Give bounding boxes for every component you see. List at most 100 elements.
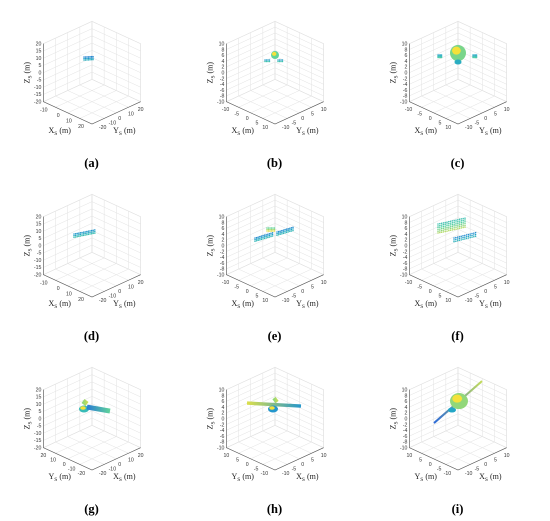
cloud-point bbox=[92, 232, 94, 235]
cloud-point bbox=[76, 232, 78, 235]
cloud-point bbox=[437, 223, 439, 225]
cloud-point bbox=[260, 238, 263, 241]
left-edge-tick-label: 5 bbox=[419, 457, 422, 463]
z-tick-label: -5 bbox=[37, 251, 42, 257]
cloud-point bbox=[458, 218, 461, 221]
x-axis-label: XS (m) bbox=[479, 472, 502, 483]
cloud-point bbox=[462, 217, 464, 220]
cloud-point bbox=[446, 224, 448, 227]
left-edge-tick-label: 0 bbox=[246, 289, 249, 295]
point-cloud bbox=[73, 229, 96, 239]
cloud-point bbox=[465, 235, 468, 238]
cloud-point bbox=[254, 240, 256, 243]
z-tick-label: 2 bbox=[222, 411, 225, 417]
cloud-point bbox=[277, 230, 280, 233]
x-axis-label: XS (m) bbox=[48, 299, 71, 310]
cloud-point bbox=[290, 228, 293, 231]
left-edge-tick-label: -10 bbox=[222, 280, 230, 286]
right-edge-tick-label: 0 bbox=[118, 289, 121, 295]
cloud-point bbox=[279, 231, 281, 234]
z-axis-label: ZS (m) bbox=[205, 408, 216, 430]
left-edge-tick-label: 10 bbox=[66, 292, 72, 298]
cloud-point bbox=[260, 236, 263, 239]
cloud-point bbox=[449, 225, 452, 228]
cloud-point bbox=[276, 231, 278, 233]
cloud-point bbox=[86, 233, 88, 236]
z-tick-label: 0 bbox=[39, 416, 42, 422]
cloud-point bbox=[90, 57, 93, 59]
z-tick-label: 4 bbox=[222, 59, 225, 65]
cloud-point bbox=[281, 60, 284, 63]
cloud-point bbox=[457, 224, 459, 226]
right-edge-tick-label: 10 bbox=[504, 280, 510, 286]
left-edge-tick-label: -10 bbox=[40, 107, 48, 113]
cloud-point bbox=[457, 220, 459, 223]
cloud-point bbox=[440, 222, 443, 225]
cloud-point bbox=[451, 223, 454, 226]
cloud-point bbox=[448, 228, 450, 230]
cloud-point bbox=[462, 238, 464, 241]
right-edge-tick-label: 10 bbox=[321, 453, 327, 459]
cloud-point bbox=[257, 239, 259, 242]
cloud-point bbox=[473, 56, 475, 59]
z-tick-label: 0 bbox=[222, 70, 225, 76]
right-edge-tick-label: -10 bbox=[465, 471, 473, 477]
right-edge-tick-label: -10 bbox=[465, 125, 473, 131]
cloud-point bbox=[84, 234, 86, 236]
right-edge-tick-label: -20 bbox=[99, 298, 107, 304]
cloud-point bbox=[285, 228, 288, 230]
cloud-point bbox=[280, 60, 282, 63]
z-tick-label: -10 bbox=[217, 445, 225, 451]
z-tick-label: 8 bbox=[222, 47, 225, 53]
cloud-point bbox=[82, 232, 85, 235]
left-edge-tick-label: 5 bbox=[439, 120, 442, 126]
cloud-point bbox=[87, 233, 90, 236]
y-axis-label: YS (m) bbox=[113, 126, 136, 137]
cloud-point bbox=[86, 232, 88, 234]
left-edge-tick-label: 0 bbox=[246, 462, 249, 468]
cloud-point bbox=[460, 239, 462, 241]
z-tick-label: 5 bbox=[39, 236, 42, 242]
cloud-point bbox=[81, 234, 83, 237]
cloud-point bbox=[460, 227, 463, 229]
z-tick-label: 0 bbox=[222, 416, 225, 422]
cloud-point bbox=[446, 226, 448, 229]
cloud-point bbox=[272, 228, 274, 231]
z-axis-label: ZS (m) bbox=[22, 235, 33, 257]
right-edge-tick-label: -10 bbox=[109, 120, 117, 126]
cloud-point bbox=[457, 218, 459, 221]
chart-panel: 20 15 10 5 0 -5 -10 -15 -20 -10 0 10 20 -20 -10 0 10 20 ZS… bbox=[0, 175, 183, 348]
cloud-point bbox=[86, 57, 88, 60]
cloud-point bbox=[444, 228, 446, 231]
z-tick-label: -15 bbox=[34, 265, 42, 271]
z-tick-label: -20 bbox=[34, 272, 42, 278]
cloud-point bbox=[270, 227, 273, 229]
z-tick-label: -10 bbox=[34, 85, 42, 91]
cloud-point bbox=[267, 233, 269, 235]
x-axis-label: XS (m) bbox=[231, 126, 254, 137]
cloud-point bbox=[474, 231, 477, 234]
z-tick-label: 8 bbox=[405, 47, 408, 53]
z-tick-label: 10 bbox=[36, 229, 42, 235]
cloud-point bbox=[78, 235, 80, 238]
z-tick-label: -2 bbox=[403, 422, 408, 428]
z-tick-label: -4 bbox=[220, 255, 225, 261]
cloud-point bbox=[86, 56, 88, 58]
cloud-point bbox=[285, 230, 288, 232]
cloud-point bbox=[267, 230, 270, 232]
cloud-point bbox=[462, 224, 464, 227]
cloud-point bbox=[446, 221, 448, 223]
cloud-point bbox=[273, 230, 276, 232]
cloud-point bbox=[257, 237, 259, 240]
cloud-point bbox=[453, 219, 455, 222]
z-tick-label: 5 bbox=[39, 63, 42, 69]
cloud-point bbox=[465, 237, 468, 240]
left-edge-tick-label: 0 bbox=[429, 289, 432, 295]
z-tick-label: 4 bbox=[222, 405, 225, 411]
z-tick-label: 6 bbox=[222, 399, 225, 405]
cloud-point bbox=[73, 234, 75, 237]
z-tick-label: 20 bbox=[36, 214, 42, 220]
right-edge-tick-label: 20 bbox=[138, 280, 144, 286]
cloud-point bbox=[460, 237, 462, 239]
